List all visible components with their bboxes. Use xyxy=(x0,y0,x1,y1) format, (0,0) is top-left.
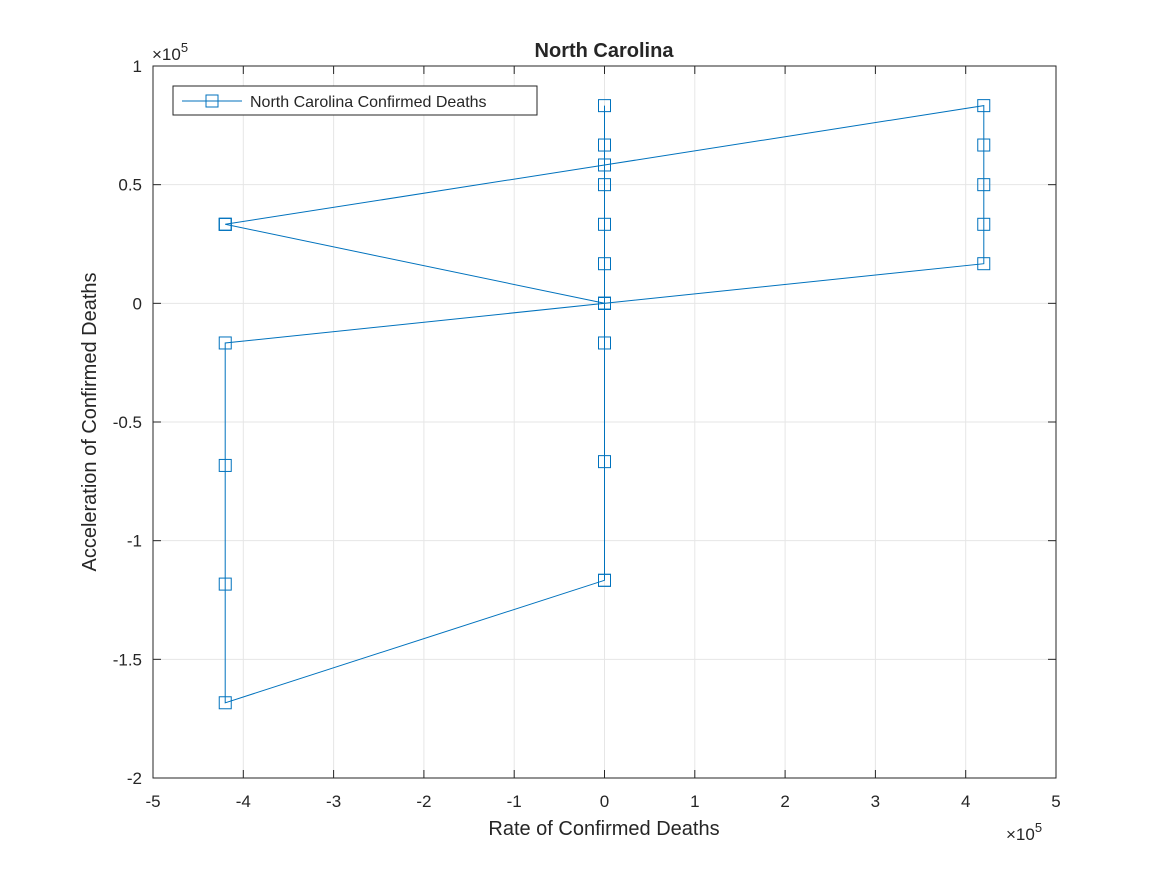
data-point-marker xyxy=(598,178,611,192)
x-tick-label: 2 xyxy=(780,792,789,811)
y-axis-label: Acceleration of Confirmed Deaths xyxy=(79,272,101,571)
data-point-marker xyxy=(598,158,611,172)
data-point-marker xyxy=(598,296,611,310)
y-exponent-label: ×105 xyxy=(152,40,188,64)
x-exponent-label: ×105 xyxy=(1006,820,1042,844)
x-tick-label: 5 xyxy=(1051,792,1060,811)
data-point-marker xyxy=(218,458,232,472)
y-tick-label: 0.5 xyxy=(118,176,142,195)
x-tick-label: 4 xyxy=(961,792,970,811)
data-point-marker xyxy=(598,573,611,587)
y-tick-label: -1.5 xyxy=(113,650,142,669)
data-point-marker xyxy=(218,217,232,231)
data-point-marker xyxy=(977,217,991,231)
data-point-marker xyxy=(977,138,991,152)
data-point-marker xyxy=(218,577,232,591)
y-tick-label: 1 xyxy=(133,57,142,76)
data-point-marker xyxy=(598,257,611,271)
series-line xyxy=(224,105,985,704)
data-point-marker xyxy=(598,138,611,152)
x-tick-label: 1 xyxy=(690,792,699,811)
data-point-marker xyxy=(218,336,232,350)
y-tick-label: -1 xyxy=(127,532,142,551)
data-point-marker xyxy=(598,99,611,113)
axes xyxy=(152,65,1057,779)
data-point-marker xyxy=(598,336,611,350)
x-tick-label: -3 xyxy=(326,792,341,811)
x-tick-label: 0 xyxy=(600,792,609,811)
series-layer xyxy=(218,99,991,710)
data-point-marker xyxy=(977,99,991,113)
legend-entry-label: North Carolina Confirmed Deaths xyxy=(250,94,487,111)
data-point-marker xyxy=(598,217,611,231)
chart-title: North Carolina xyxy=(535,40,675,62)
legend-marker-sample xyxy=(205,94,219,108)
x-tick-label: -1 xyxy=(507,792,522,811)
tick-labels: -5 -4 -3 -2 -1 0 1 2 3 4 5 -2 -1.5 -1 -0.5 0 0.5 1 xyxy=(113,57,1061,811)
data-point-marker xyxy=(218,696,232,710)
x-axis-label: Rate of Confirmed Deaths xyxy=(488,818,719,840)
data-point-marker xyxy=(598,455,611,469)
legend: North Carolina Confirmed Deaths xyxy=(172,85,538,116)
y-tick-label: 0 xyxy=(133,294,142,313)
data-point-marker xyxy=(977,257,991,271)
data-point-marker xyxy=(977,178,991,192)
x-tick-label: -4 xyxy=(236,792,251,811)
x-tick-label: -5 xyxy=(145,792,160,811)
x-tick-label: 3 xyxy=(871,792,880,811)
axes-box xyxy=(152,65,1057,779)
x-tick-label: -2 xyxy=(416,792,431,811)
y-tick-label: -0.5 xyxy=(113,413,142,432)
y-tick-label: -2 xyxy=(127,769,142,788)
